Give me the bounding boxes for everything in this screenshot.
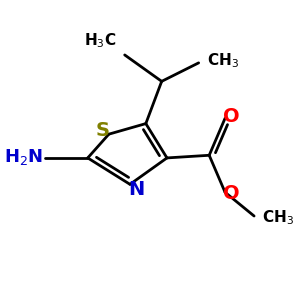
Text: CH$_3$: CH$_3$	[207, 51, 239, 70]
Text: S: S	[95, 121, 109, 140]
Text: H$_3$C: H$_3$C	[84, 31, 117, 50]
Text: O: O	[223, 107, 240, 126]
Text: H$_2$N: H$_2$N	[4, 147, 43, 166]
Text: O: O	[223, 184, 240, 203]
Text: CH$_3$: CH$_3$	[262, 208, 294, 227]
Text: N: N	[128, 180, 145, 199]
